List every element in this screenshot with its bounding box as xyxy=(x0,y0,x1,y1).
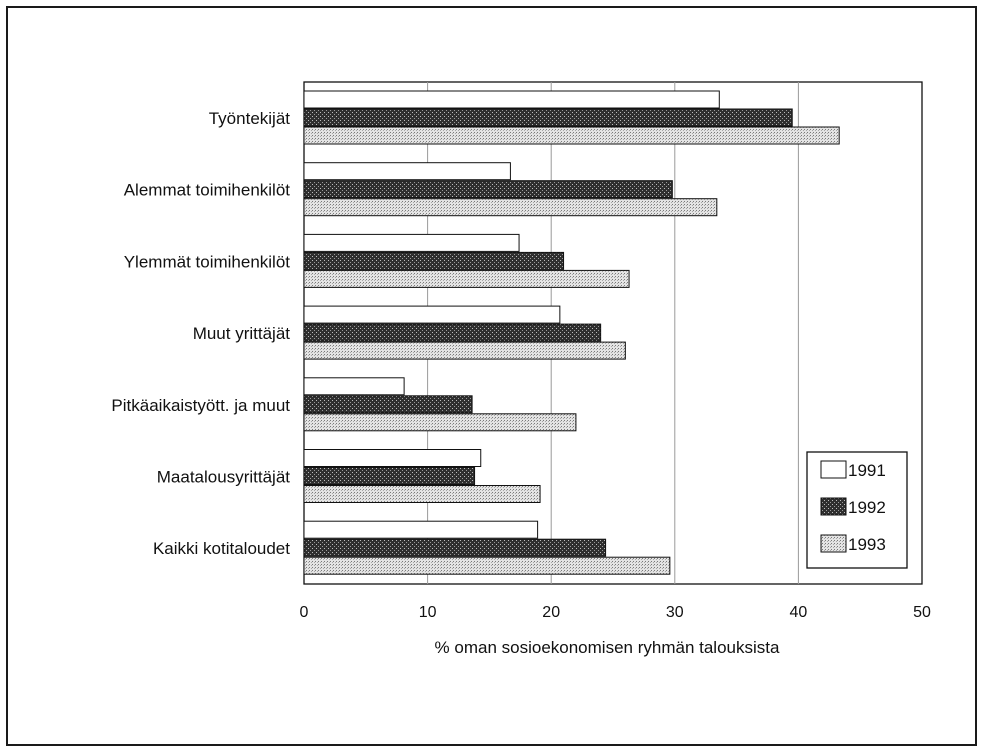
bar-1991 xyxy=(303,305,561,324)
legend-label-1991: 1991 xyxy=(848,461,886,480)
bar-1992 xyxy=(303,180,673,199)
bar-1992 xyxy=(303,251,565,270)
bar-1993 xyxy=(303,269,630,288)
bar-1993 xyxy=(303,198,718,217)
legend-swatch-1991 xyxy=(820,460,847,479)
bar-1991 xyxy=(303,449,482,467)
bars xyxy=(303,90,840,575)
x-tick-label: 10 xyxy=(419,604,437,621)
bar-1992 xyxy=(303,538,607,557)
bar-1991 xyxy=(303,162,511,181)
bar-1993 xyxy=(303,485,541,503)
category-label: Alemmat toimihenkilöt xyxy=(124,181,291,200)
x-axis-title: % oman sosioekonomisen ryhmän talouksist… xyxy=(435,638,780,657)
legend-swatch-1993 xyxy=(820,534,847,553)
legend-label-1992: 1992 xyxy=(848,498,886,517)
bar-1993 xyxy=(303,556,671,575)
x-axis-ticks: 0 10 20 30 40 50 xyxy=(300,604,931,621)
bar-1993 xyxy=(303,413,577,432)
x-tick-label: 20 xyxy=(542,604,560,621)
category-label: Kaikki kotitaloudet xyxy=(153,539,290,558)
bar-1991 xyxy=(303,520,539,539)
category-label: Maatalousyrittäjät xyxy=(157,468,291,487)
bar-1992 xyxy=(303,467,476,485)
x-tick-label: 40 xyxy=(790,604,808,621)
x-tick-label: 50 xyxy=(913,604,931,621)
bar-1993 xyxy=(303,126,840,145)
category-label: Ylemmät toimihenkilöt xyxy=(124,252,291,271)
legend: 1991 1992 1993 xyxy=(806,451,908,569)
category-label: Muut yrittäjät xyxy=(193,324,291,343)
category-label: Pitkäaikaistyött. ja muut xyxy=(111,396,290,415)
bar-1991 xyxy=(303,377,405,396)
x-tick-label: 30 xyxy=(666,604,684,621)
legend-swatch-1992 xyxy=(820,497,847,516)
bar-1991 xyxy=(303,233,520,252)
legend-label-1993: 1993 xyxy=(848,535,886,554)
bar-1992 xyxy=(303,108,793,127)
category-labels: Työntekijät Alemmat toimihenkilöt Ylemmät … xyxy=(111,109,290,558)
bar-1992 xyxy=(303,395,473,414)
bar-1991 xyxy=(303,90,720,109)
x-tick-label: 0 xyxy=(300,604,309,621)
bar-1993 xyxy=(303,341,626,360)
bar-1992 xyxy=(303,323,602,342)
category-label: Työntekijät xyxy=(209,109,291,128)
